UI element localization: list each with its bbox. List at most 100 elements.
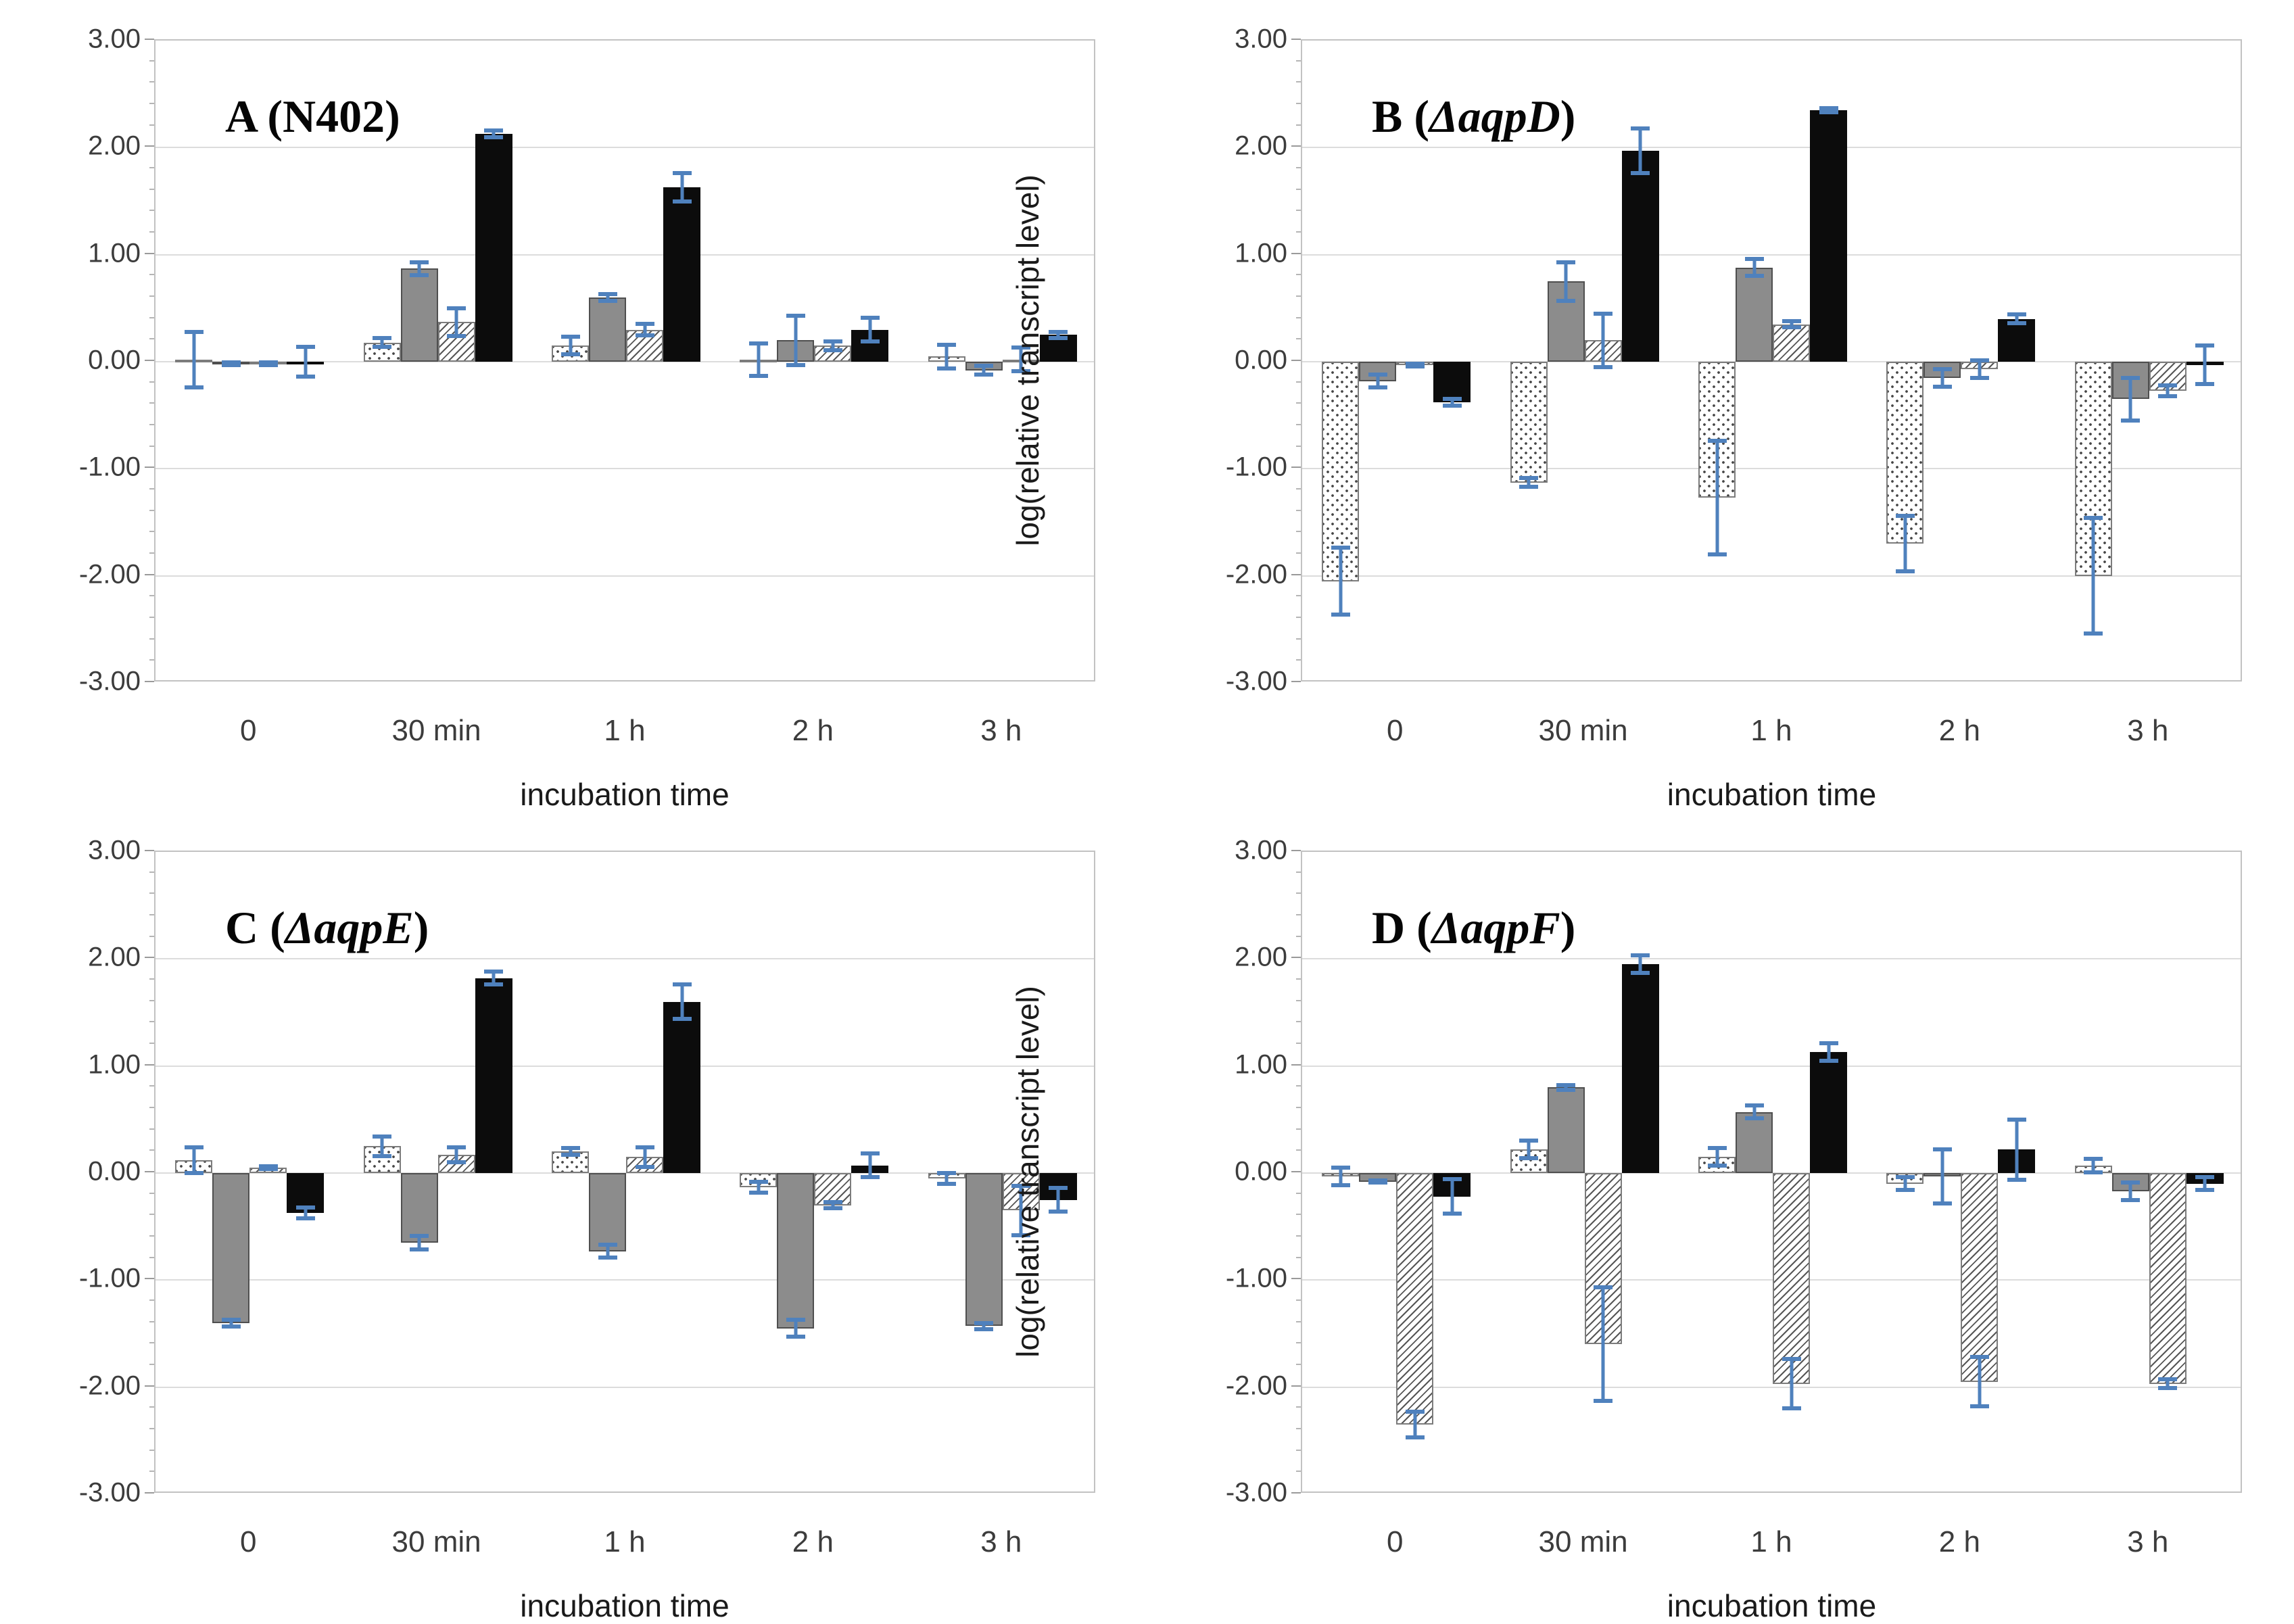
y-minor-tick [1296, 103, 1301, 104]
y-minor-tick [149, 1214, 154, 1216]
y-minor-tick [1296, 1149, 1301, 1151]
error-bar-stem [1978, 1355, 1982, 1409]
error-bar [2075, 1157, 2112, 1174]
error-bar-cap-bottom [2158, 1386, 2178, 1391]
y-major-tick [1291, 145, 1301, 147]
panel-title: C (ΔaqpE) [225, 901, 429, 955]
error-bar-stem [1019, 345, 1023, 374]
error-bar-cap-top [484, 128, 504, 133]
y-minor-tick [149, 1192, 154, 1194]
error-bar-cap-bottom [1519, 1155, 1539, 1160]
error-bar-cap-top [1442, 397, 1462, 402]
error-bar-stem [2091, 1157, 2095, 1174]
error-bar-stem [1413, 1409, 1417, 1440]
error-bar [364, 336, 401, 349]
error-bar-cap-bottom [1405, 364, 1425, 368]
error-bar-cap-top [1442, 1177, 1462, 1182]
gridline-y--1 [1302, 1279, 2241, 1281]
error-bar-cap-bottom [295, 375, 315, 379]
y-minor-tick [149, 103, 154, 104]
error-bar-cap-bottom [2195, 382, 2215, 387]
gridline-y--1 [156, 468, 1094, 470]
error-bar-stem [757, 341, 761, 378]
y-minor-tick [1296, 1235, 1301, 1237]
error-bar [777, 1317, 814, 1339]
y-minor-tick [149, 1043, 154, 1044]
error-bar-cap-top [1556, 260, 1576, 264]
panel-letter: C ( [225, 902, 285, 953]
error-bar-cap-bottom [1331, 1183, 1350, 1187]
y-minor-tick [1296, 1471, 1301, 1473]
x-category-label: 2 h [792, 1525, 834, 1558]
bar-black-solid [1621, 151, 1659, 362]
error-bar-cap-bottom [410, 272, 429, 277]
error-bar [1773, 318, 1810, 330]
y-tick-label: 1.00 [1235, 238, 1287, 268]
error-bar-stem [1527, 476, 1531, 489]
error-bar [1396, 362, 1433, 368]
x-category-label: 30 min [1538, 714, 1628, 747]
y-minor-tick [149, 978, 154, 980]
error-bar-cap-top [1331, 1165, 1350, 1170]
error-bar-stem [1940, 366, 1944, 389]
y-minor-tick [1296, 1342, 1301, 1344]
y-minor-tick [149, 81, 154, 83]
error-bar [1040, 1186, 1077, 1214]
error-bar [1998, 1117, 2035, 1182]
error-bar-cap-bottom [860, 1175, 880, 1180]
y-minor-tick [1296, 1021, 1301, 1023]
x-category-label: 0 [1386, 714, 1404, 747]
error-bar-cap-bottom [410, 1247, 429, 1251]
bar-dotted-pattern [1510, 362, 1548, 483]
error-bar-cap-top [1631, 126, 1650, 130]
error-bar-cap-top [1782, 1357, 1801, 1362]
error-bar-cap-top [295, 344, 315, 349]
panel-title: B (ΔaqpD) [1372, 90, 1575, 143]
y-tick-label: -2.00 [1225, 1370, 1287, 1401]
error-bar-cap-top [447, 1145, 467, 1149]
gridline-y-0 [1302, 1172, 2241, 1174]
y-minor-tick [149, 509, 154, 511]
y-tick-label: -1.00 [78, 452, 141, 482]
error-bar-cap-top [1594, 1285, 1613, 1290]
y-minor-tick [149, 167, 154, 168]
error-bar-stem [1527, 1139, 1531, 1160]
error-bar-stem [1752, 256, 1756, 279]
error-bar [2075, 516, 2112, 636]
error-bar-cap-bottom [2195, 1188, 2215, 1193]
y-major-tick [1291, 1492, 1301, 1494]
bar-hatched-pattern [1773, 324, 1810, 362]
error-bar-cap-top [672, 171, 692, 176]
error-bar-cap-top [1707, 439, 1727, 443]
error-bar-cap-bottom [184, 385, 204, 390]
error-bar-cap-bottom [1819, 1058, 1838, 1063]
error-bar-stem [868, 315, 872, 344]
error-bar-cap-bottom [1707, 1164, 1727, 1168]
y-major-tick [1291, 252, 1301, 254]
bar-black-solid [1998, 318, 2036, 362]
error-bar-stem [1450, 397, 1454, 408]
gridline-y-2 [156, 958, 1094, 960]
y-major-tick [145, 467, 154, 469]
error-bar [1322, 546, 1359, 617]
error-bar-cap-top [258, 1164, 278, 1169]
y-minor-tick [149, 935, 154, 937]
error-bar-stem [1752, 1103, 1756, 1121]
error-bar-cap-top [373, 336, 392, 340]
error-bar-cap-bottom [748, 1190, 768, 1195]
error-bar-cap-bottom [1331, 612, 1350, 617]
error-bar-cap-bottom [373, 1153, 392, 1158]
error-bar-cap-top [1819, 105, 1838, 110]
y-tick-label: 2.00 [1235, 130, 1287, 161]
bar-black-solid [475, 978, 512, 1173]
strain-name: ΔaqpD [1429, 91, 1560, 142]
error-bar-cap-bottom [2084, 1170, 2103, 1174]
error-bar-stem [192, 1145, 196, 1176]
x-axis-title: incubation time [520, 777, 730, 812]
error-bar-stem [1450, 1177, 1454, 1216]
y-minor-tick [149, 1085, 154, 1087]
error-bar-cap-top [1895, 1175, 1915, 1180]
y-minor-tick [149, 488, 154, 489]
y-minor-tick [1296, 531, 1301, 533]
y-minor-tick [149, 1406, 154, 1408]
